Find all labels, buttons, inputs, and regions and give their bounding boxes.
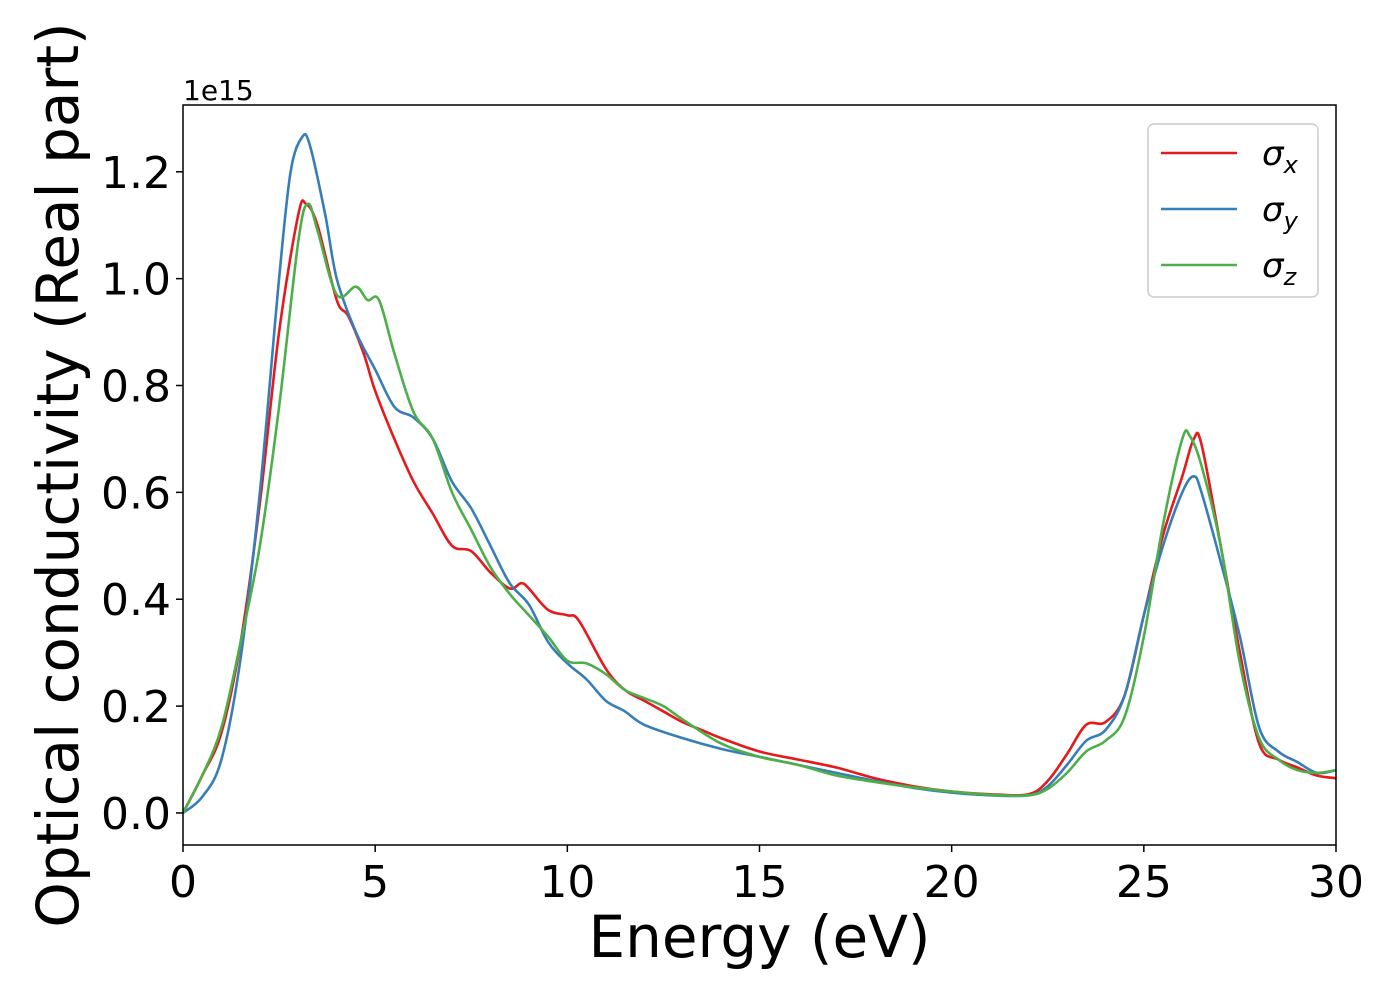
legend-label-x: σx xyxy=(1262,134,1299,179)
x-axis-title: Energy (eV) xyxy=(588,903,930,971)
y-tick-label: 0.6 xyxy=(101,468,171,519)
x-tick-label: 30 xyxy=(1308,857,1364,908)
y-tick-label: 0.2 xyxy=(101,682,171,733)
x-tick-label: 15 xyxy=(732,857,788,908)
legend: σx σy σz xyxy=(1147,123,1319,298)
y-offset-label: 1e15 xyxy=(183,74,254,107)
x-tick-label: 25 xyxy=(1116,857,1172,908)
series-line-z xyxy=(183,202,1336,814)
series-line-y xyxy=(183,132,1336,814)
y-axis-title: Optical conductivity (Real part) xyxy=(24,22,92,927)
series-line-x xyxy=(183,199,1336,814)
y-tick-label: 1.0 xyxy=(101,255,171,306)
legend-box xyxy=(1147,123,1319,298)
x-tick-label: 10 xyxy=(539,857,595,908)
series-lines xyxy=(183,132,1336,814)
y-tick-label: 0.0 xyxy=(101,789,171,840)
x-tick-label: 20 xyxy=(924,857,980,908)
x-axis-ticks: 0 5 10 15 20 25 30 xyxy=(169,845,1364,908)
x-tick-label: 0 xyxy=(169,857,197,908)
y-tick-label: 0.4 xyxy=(101,575,171,626)
legend-label-z: σz xyxy=(1262,246,1298,291)
y-tick-label: 0.8 xyxy=(101,362,171,413)
x-tick-label: 5 xyxy=(361,857,389,908)
legend-label-y: σy xyxy=(1262,190,1299,235)
y-tick-label: 1.2 xyxy=(101,148,171,199)
y-axis-ticks: 0.0 0.2 0.4 0.6 0.8 1.0 1.2 xyxy=(101,148,183,840)
